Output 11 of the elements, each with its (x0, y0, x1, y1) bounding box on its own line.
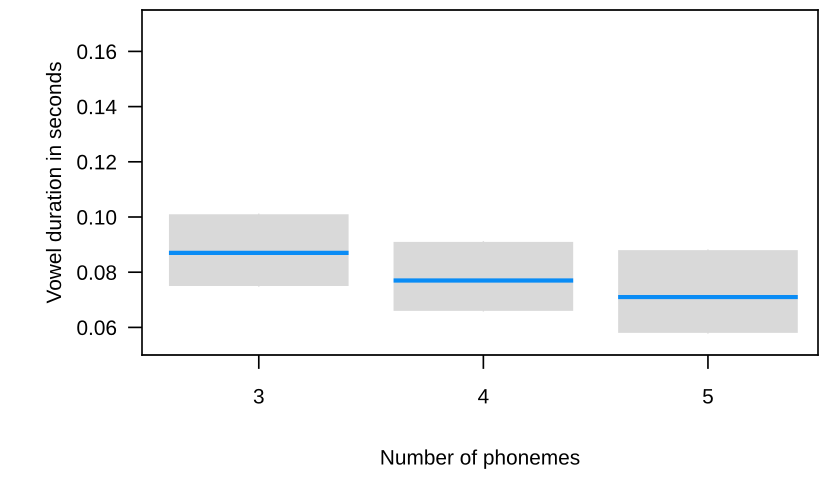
y-tick-label: 0.06 (77, 320, 116, 336)
y-tick-label: 0.10 (77, 210, 116, 225)
y-axis-title: Vowel duration in seconds (46, 62, 62, 304)
y-tick-label: 0.14 (77, 100, 116, 114)
y-tick-label: 0.16 (77, 44, 116, 60)
y-tick-label: 0.08 (77, 265, 116, 280)
x-tick-label: 4 (478, 389, 489, 404)
y-tick-label: 0.12 (77, 154, 116, 170)
x-tick-label: 3 (254, 388, 264, 404)
x-tick-label: 5 (702, 389, 713, 404)
x-axis-title: Number of phonemes (382, 449, 580, 469)
